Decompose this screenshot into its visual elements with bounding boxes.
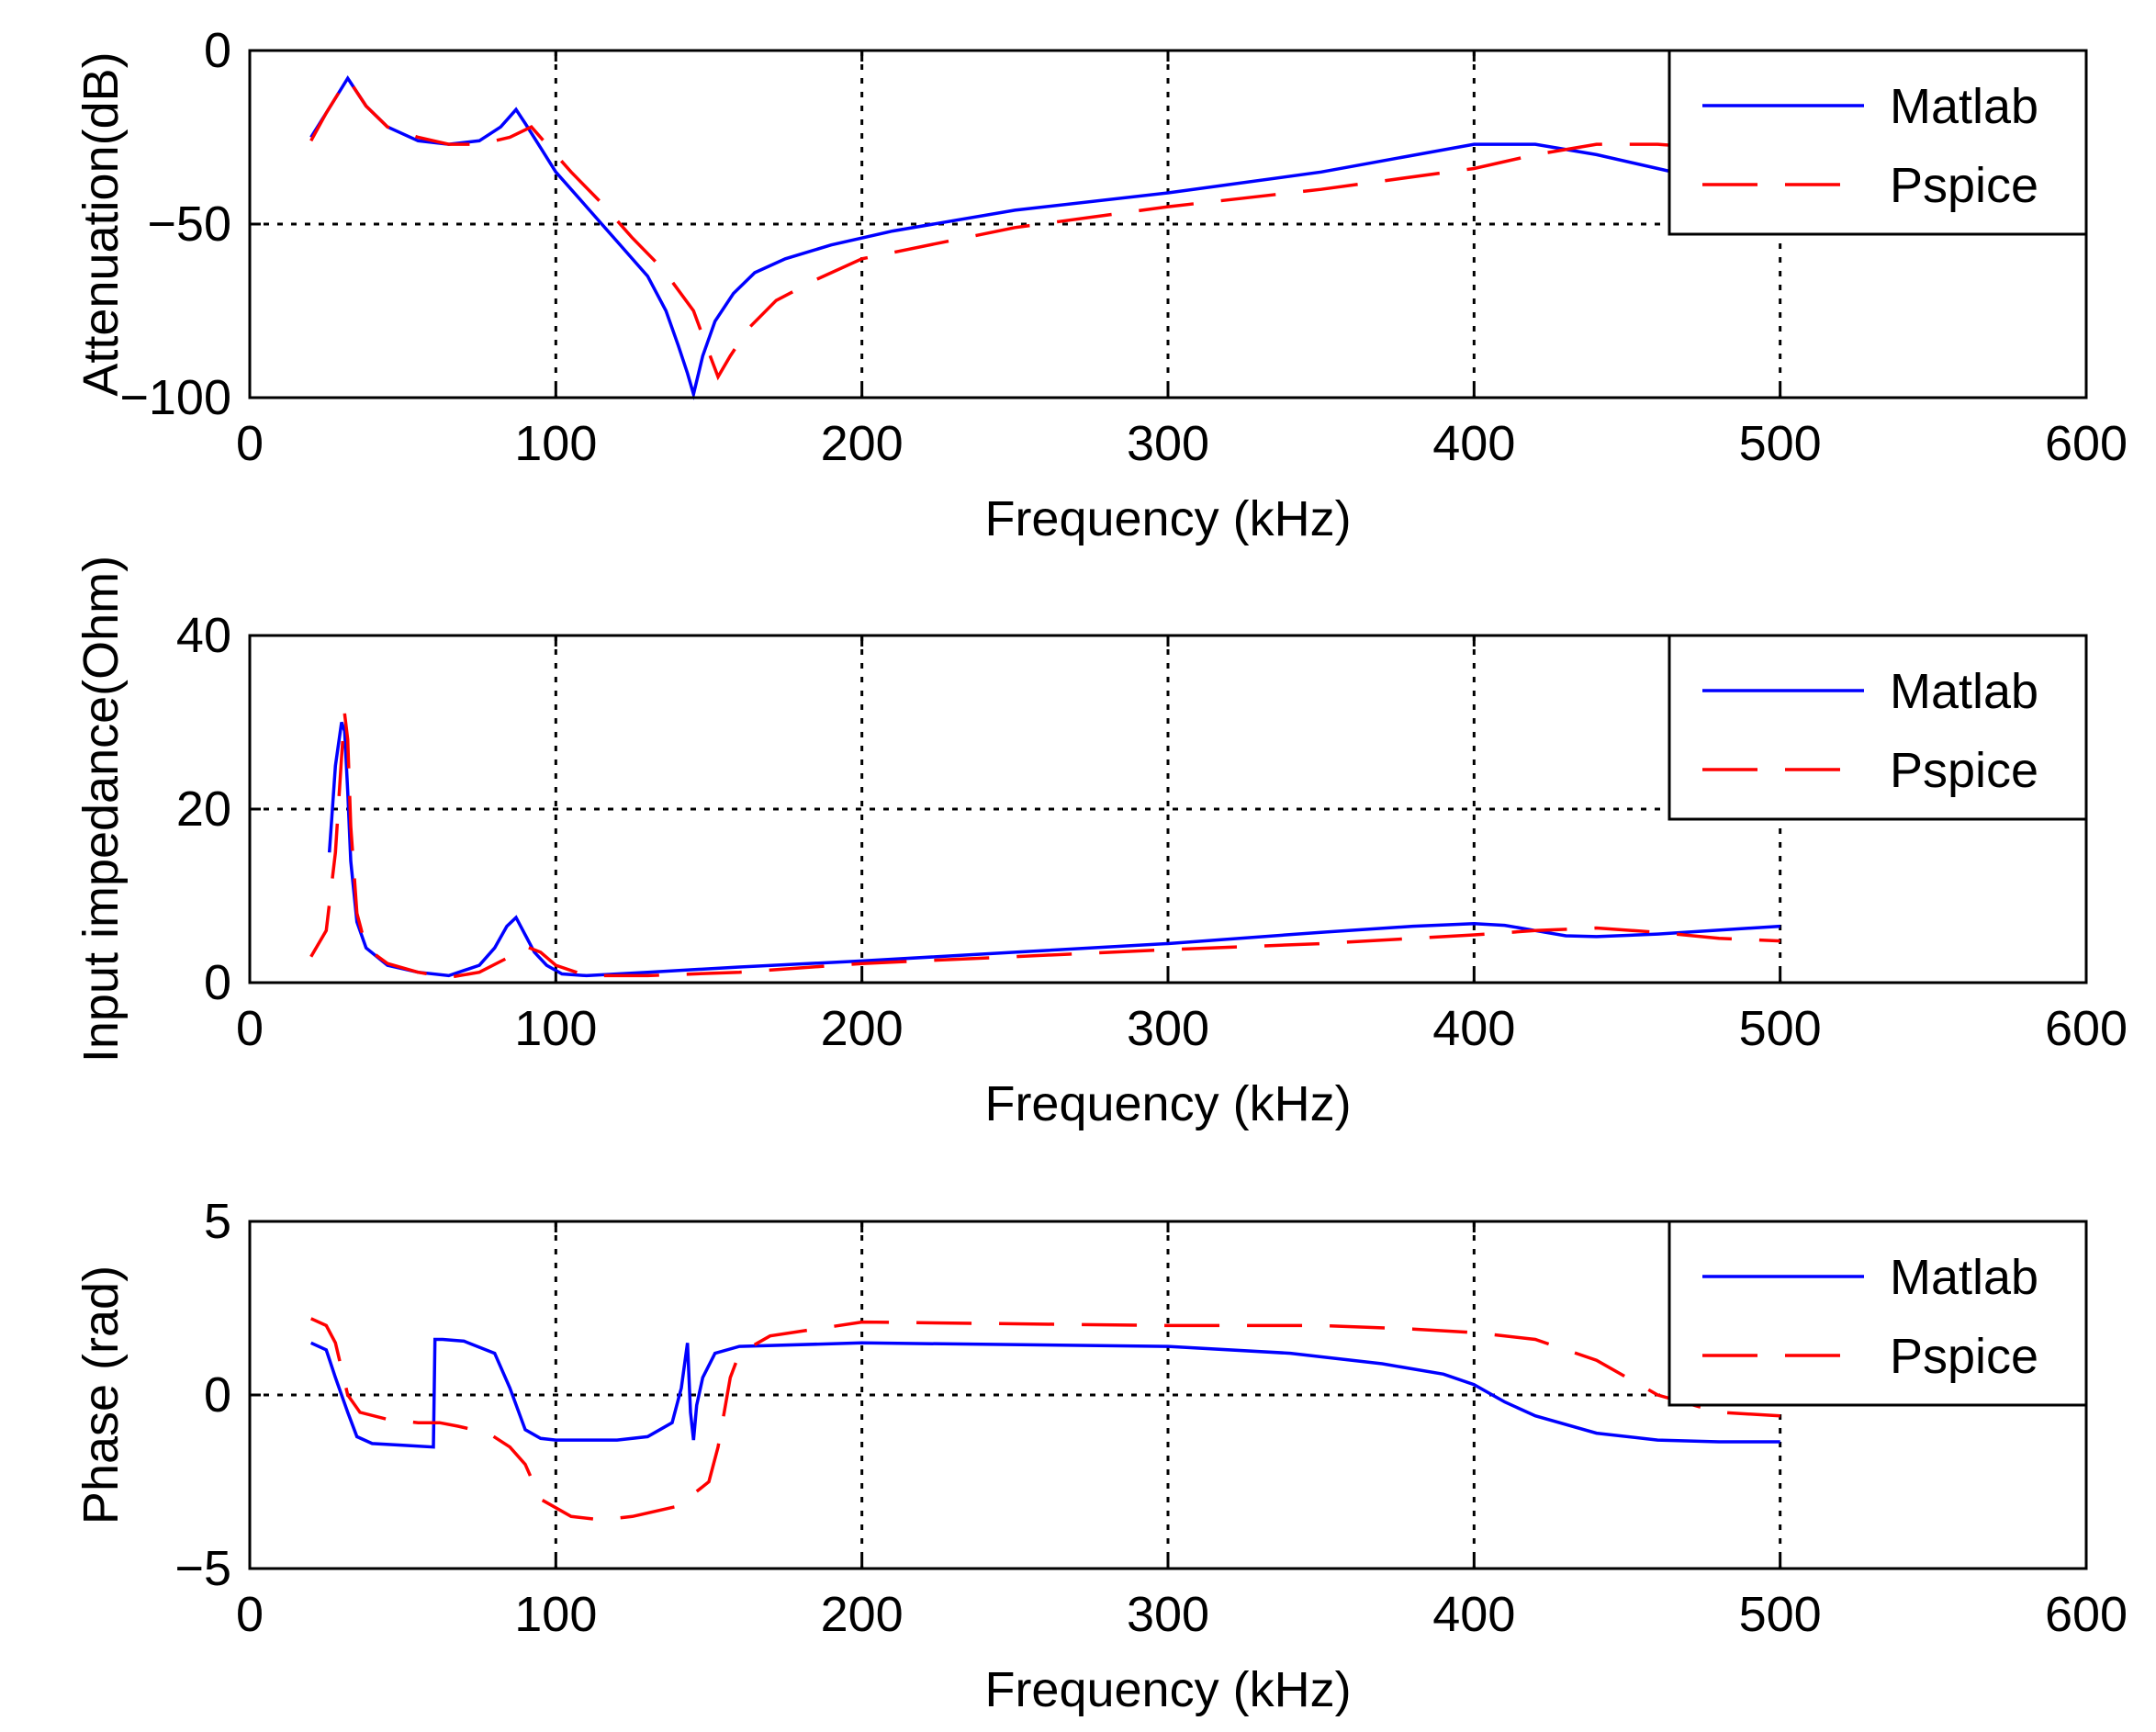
x-tick-label: 200 bbox=[821, 1001, 904, 1056]
x-tick-label: 200 bbox=[821, 416, 904, 471]
x-tick-label: 0 bbox=[236, 1001, 264, 1056]
x-tick-label: 400 bbox=[1432, 1001, 1515, 1056]
legend: Matlab Pspice bbox=[1668, 1220, 2088, 1407]
y-tick-label: −50 bbox=[147, 197, 231, 252]
series-line-matlab bbox=[309, 1337, 1780, 1449]
x-tick-label: 0 bbox=[236, 416, 264, 471]
y-tick-label: 0 bbox=[204, 955, 231, 1010]
legend-box bbox=[1668, 634, 2088, 821]
x-axis-label: Frequency (kHz) bbox=[984, 1662, 1351, 1717]
y-tick-label: −100 bbox=[119, 370, 231, 425]
x-tick-label: 500 bbox=[1739, 416, 1822, 471]
x-tick-label: 100 bbox=[514, 1587, 597, 1642]
legend: Matlab Pspice bbox=[1668, 49, 2088, 236]
x-tick-label: 600 bbox=[2045, 1001, 2128, 1056]
x-tick-label: 500 bbox=[1739, 1001, 1822, 1056]
x-axis-label: Frequency (kHz) bbox=[984, 491, 1351, 546]
y-tick-label: 0 bbox=[204, 23, 231, 78]
legend-label-pspice: Pspice bbox=[1890, 158, 2038, 213]
legend-box bbox=[1668, 49, 2088, 236]
x-tick-label: 400 bbox=[1432, 1587, 1515, 1642]
x-tick-label: 600 bbox=[2045, 416, 2128, 471]
y-axis-label: Input impedance(Ohm) bbox=[73, 556, 129, 1063]
x-tick-label: 300 bbox=[1127, 1001, 1209, 1056]
x-tick-label: 600 bbox=[2045, 1587, 2128, 1642]
legend-label-matlab: Matlab bbox=[1890, 1250, 2038, 1305]
panel-1: 0 100 200 300 400 500 600 0 −50 −100 Frequency (kH… bbox=[73, 23, 2128, 546]
legend-box bbox=[1668, 1220, 2088, 1407]
y-tick-label: 5 bbox=[204, 1194, 231, 1249]
x-tick-label: 500 bbox=[1739, 1587, 1822, 1642]
x-axis-label: Frequency (kHz) bbox=[984, 1076, 1351, 1131]
legend-label-matlab: Matlab bbox=[1890, 79, 2038, 134]
x-tick-label: 100 bbox=[514, 416, 597, 471]
x-tick-label: 200 bbox=[821, 1587, 904, 1642]
y-axis-label: Attenuation(dB) bbox=[73, 51, 129, 396]
x-tick-label: 400 bbox=[1432, 416, 1515, 471]
y-tick-label: −5 bbox=[174, 1541, 231, 1596]
y-tick-label: 20 bbox=[176, 782, 231, 837]
y-tick-label: 40 bbox=[176, 608, 231, 663]
series-line-pspice bbox=[309, 1317, 1780, 1522]
x-tick-label: 300 bbox=[1127, 416, 1209, 471]
series-line-pspice bbox=[309, 713, 1780, 980]
panel-2: 0 100 200 300 400 500 600 0 20 40 Frequency (kHz) I… bbox=[73, 556, 2128, 1131]
x-tick-label: 0 bbox=[236, 1587, 264, 1642]
y-axis-label: Phase (rad) bbox=[73, 1265, 129, 1524]
x-tick-label: 300 bbox=[1127, 1587, 1209, 1642]
legend-label-pspice: Pspice bbox=[1890, 743, 2038, 798]
x-tick-label: 100 bbox=[514, 1001, 597, 1056]
legend: Matlab Pspice bbox=[1668, 634, 2088, 821]
legend-label-pspice: Pspice bbox=[1890, 1329, 2038, 1384]
y-tick-label: 0 bbox=[204, 1367, 231, 1423]
legend-label-matlab: Matlab bbox=[1890, 664, 2038, 719]
series-line-pspice bbox=[309, 74, 1704, 381]
